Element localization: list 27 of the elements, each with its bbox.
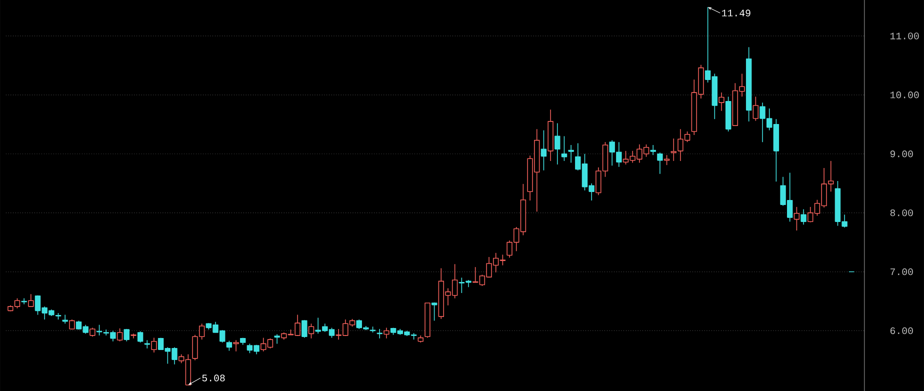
- candlestick: [274, 334, 280, 344]
- candlestick: [130, 333, 136, 339]
- candlestick: [540, 130, 547, 171]
- candlestick: [240, 338, 246, 346]
- candlestick: [376, 328, 382, 339]
- y-tick-label: 11.00: [890, 32, 919, 40]
- candlestick: [548, 109, 554, 162]
- candlestick: [124, 328, 130, 342]
- y-tick-label: 6.00: [890, 327, 913, 334]
- candlestick: [384, 327, 390, 339]
- candlestick: [718, 92, 724, 112]
- candlestick: [800, 208, 806, 225]
- candlestick: [302, 320, 308, 338]
- candlestick: [657, 152, 663, 174]
- candlestick: [233, 340, 239, 352]
- candlestick: [151, 337, 157, 353]
- candlestick: [746, 46, 752, 122]
- annotation: 5.08: [202, 374, 225, 382]
- y-tick-label: 8.00: [890, 209, 913, 216]
- y-tick-label: 10.00: [890, 91, 919, 98]
- y-tick-label: 7.00: [890, 268, 913, 275]
- candlestick: [62, 314, 68, 324]
- candlestick: [650, 144, 656, 156]
- y-tick-label: 9.00: [890, 150, 913, 158]
- candlestick: [554, 122, 560, 165]
- candlestick: [568, 144, 574, 163]
- annotation: 11.49: [722, 9, 750, 16]
